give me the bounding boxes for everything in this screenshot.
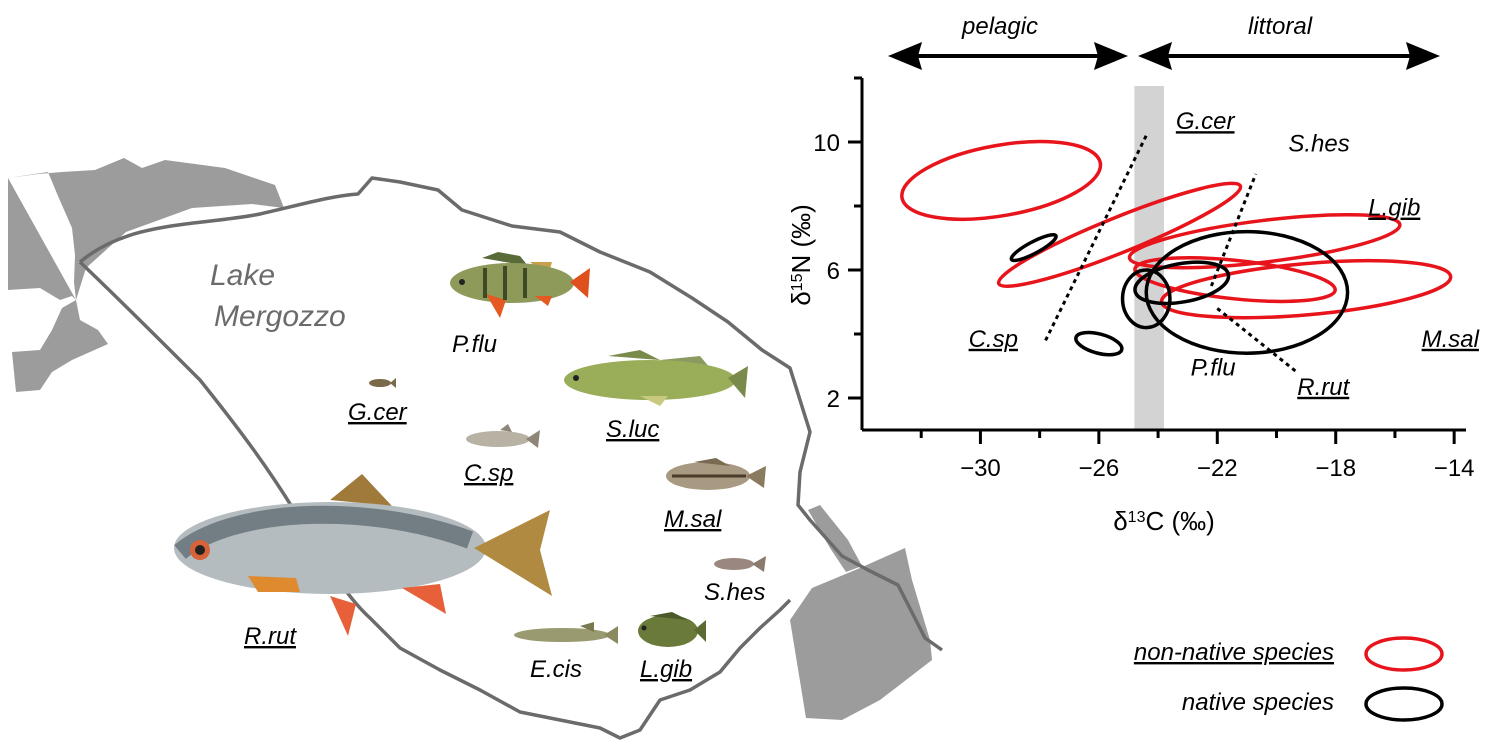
zone-label-pelagic: pelagic: [961, 13, 1038, 40]
y-tick-label: 10: [813, 130, 840, 157]
bass-fish-icon: [666, 458, 766, 490]
niche-ellipse-gcer: [996, 181, 1243, 289]
perch-fish-icon: [450, 252, 590, 318]
x-tick-label: −30: [960, 455, 1001, 482]
chart-label-shes: S.hes: [1288, 131, 1349, 158]
map-label-msal: M.sal: [664, 506, 722, 533]
niche-ellipses: [900, 139, 1453, 357]
chart-axes: −30 −26 −22 −18 −14 2 6 10: [813, 76, 1475, 482]
map-label-shes: S.hes: [704, 579, 765, 606]
y-axis-label: δ15N (‰): [786, 204, 816, 306]
legend: non-native species native species: [1134, 636, 1444, 722]
land-east-strip: [808, 505, 862, 572]
shad-fish-icon: [714, 556, 766, 572]
zone-arrows: pelagic littoral: [888, 13, 1440, 70]
pelagic-arrow-left-icon: [888, 42, 922, 70]
chart-label-rrut: R.rut: [1297, 374, 1350, 401]
land-northwest: [8, 158, 284, 300]
map-label-sluc: S.luc: [606, 416, 659, 443]
niche-ellipse-pflu: [1144, 229, 1350, 355]
label-leader-lines: [1044, 134, 1299, 374]
niche-ellipse-shes: [1133, 260, 1231, 306]
chart-label-gcer: G.cer: [1176, 108, 1236, 135]
legend-label-native: native species: [1182, 689, 1334, 716]
goby-fish-icon: [369, 378, 396, 388]
chart-label-msal: M.sal: [1422, 326, 1480, 353]
leader-line-2: [1216, 307, 1299, 374]
land-west-strip: [12, 300, 108, 392]
map-panel: Lake Mergozzo P.flu S.luc: [8, 158, 944, 740]
chart-label-lgib: L.gib: [1368, 195, 1420, 222]
niche-ellipse-lgib: [1127, 212, 1402, 270]
niche-ellipse-csp: [1009, 232, 1058, 263]
map-label-pflu: P.flu: [452, 331, 497, 358]
map-label-ecis: E.cis: [530, 656, 582, 683]
niche-ellipse-ecis: [1074, 330, 1124, 357]
pike-fish-icon: [514, 622, 618, 644]
lake-name-line2: Mergozzo: [214, 300, 346, 333]
x-tick-label: −26: [1079, 455, 1120, 482]
legend-label-non-native: non-native species: [1134, 639, 1334, 666]
legend-swatch-native: [1364, 686, 1444, 722]
chart-label-pflu: P.flu: [1191, 355, 1236, 382]
legend-swatch-non-native: [1364, 636, 1444, 672]
y-tick-label: 2: [827, 386, 840, 413]
x-tick-label: −22: [1197, 455, 1238, 482]
zone-label-littoral: littoral: [1248, 13, 1313, 40]
x-tick-label: −18: [1315, 455, 1356, 482]
land-northwest-edge: [8, 178, 76, 300]
pumpkinseed-fish-icon: [638, 612, 706, 647]
chart-species-labels: G.cer S.hes L.gib C.sp P.flu R.rut M.sal: [969, 108, 1480, 401]
zander-fish-icon: [564, 350, 748, 406]
leader-line-0: [1044, 134, 1148, 342]
roach-fish-icon: [174, 474, 552, 636]
x-tick-label: −14: [1434, 455, 1475, 482]
niche-ellipse-sluc: [900, 139, 1103, 221]
littoral-arrow-right-icon: [1406, 42, 1440, 70]
map-label-lgib: L.gib: [640, 656, 692, 683]
niche-ellipse-extra-9: [1120, 268, 1172, 330]
map-label-rrut: R.rut: [244, 623, 297, 650]
map-label-csp: C.sp: [464, 460, 513, 487]
isotope-biplot: G.cer S.hes L.gib C.sp P.flu R.rut M.sal −30 −2…: [786, 76, 1480, 536]
map-label-gcer: G.cer: [348, 399, 408, 426]
niche-ellipse-rrut: [1133, 256, 1337, 304]
y-tick-label: 6: [827, 258, 840, 285]
littoral-arrow-left-icon: [1138, 42, 1172, 70]
whitefish-fish-icon: [466, 424, 540, 448]
chart-label-csp: C.sp: [969, 326, 1018, 353]
lake-name-line1: Lake: [210, 259, 275, 292]
land-southeast: [790, 548, 932, 720]
pelagic-arrow-right-icon: [1094, 42, 1128, 70]
x-axis-label: δ13C (‰): [1113, 506, 1215, 536]
